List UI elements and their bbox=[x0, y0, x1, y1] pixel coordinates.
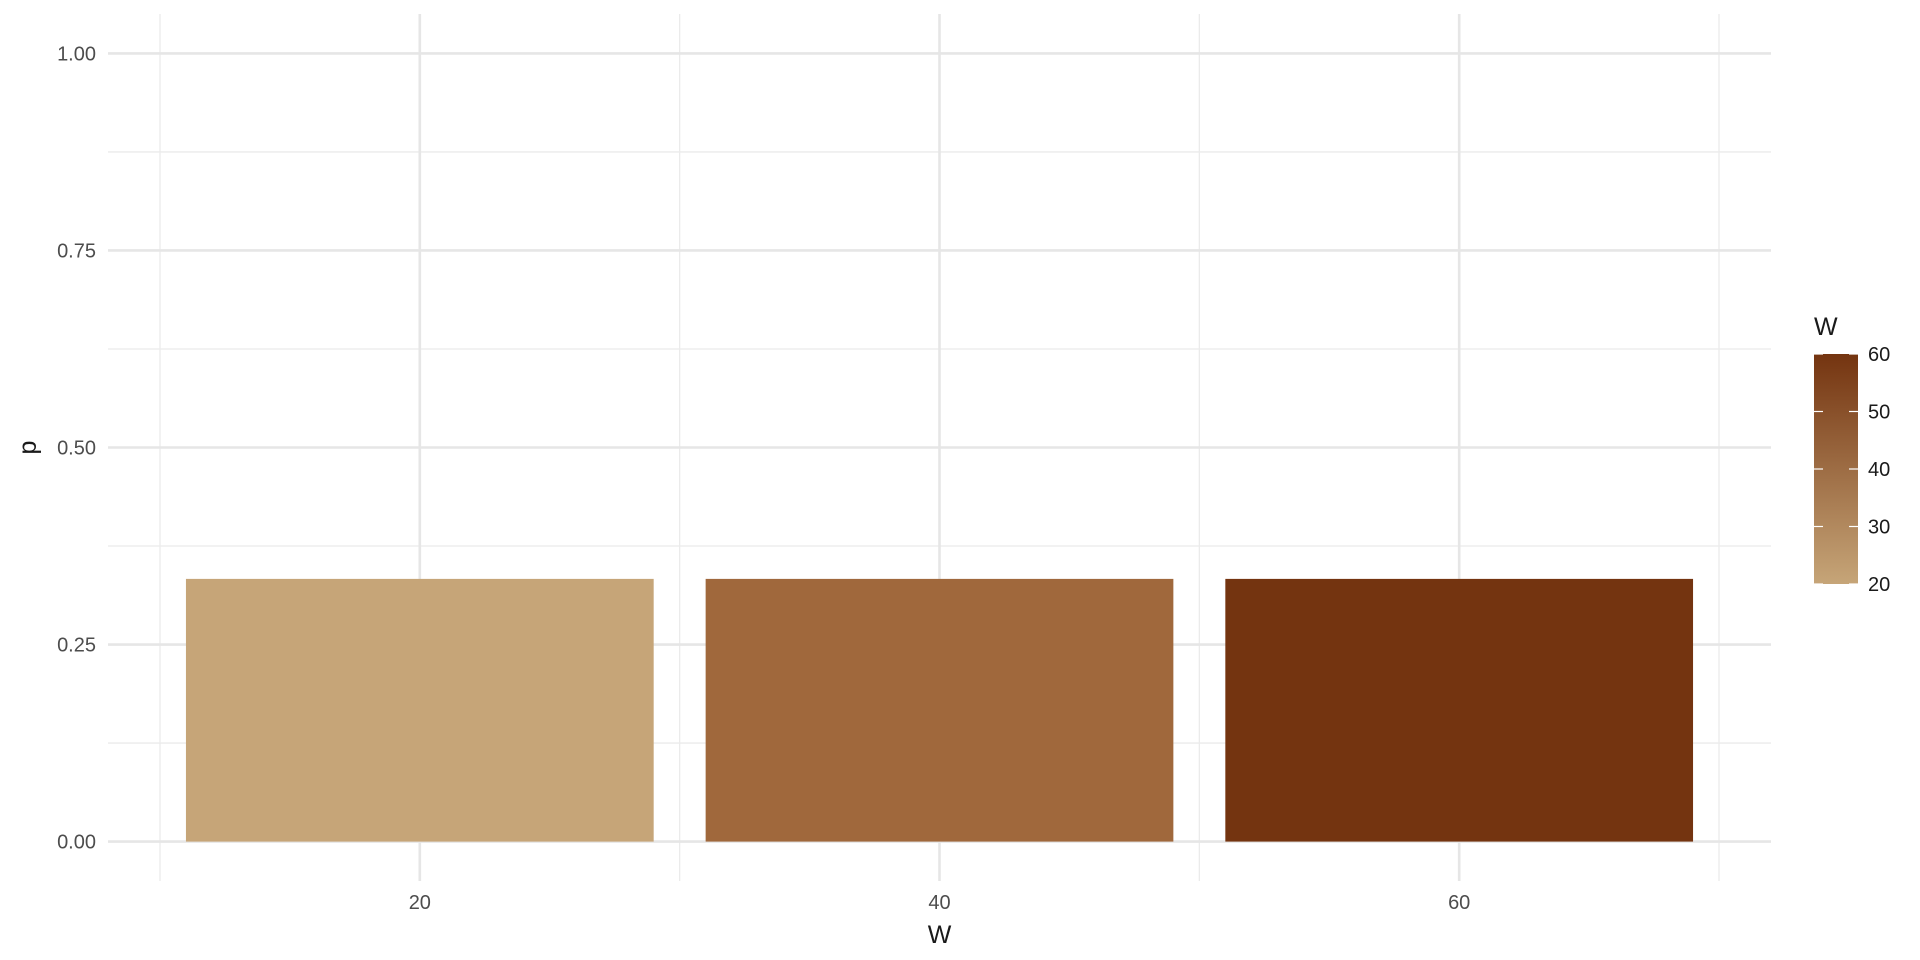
y-axis-tick-labels: 0.00 0.25 0.50 0.75 1.00 bbox=[57, 43, 96, 853]
y-tick-label-1: 0.25 bbox=[57, 635, 96, 657]
x-axis-tick-labels: 20 40 60 bbox=[409, 892, 1471, 914]
colorbar-label-1: 30 bbox=[1868, 517, 1890, 539]
x-axis-title: W bbox=[928, 921, 952, 949]
colorbar-legend: W 20 30 40 50 60 bbox=[1814, 313, 1890, 596]
y-axis-title: p bbox=[14, 441, 42, 455]
x-tick-label-0: 20 bbox=[409, 892, 431, 914]
legend-title: W bbox=[1814, 313, 1838, 341]
colorbar-label-4: 60 bbox=[1868, 344, 1890, 366]
colorbar-label-0: 20 bbox=[1868, 574, 1890, 596]
colorbar-ticks: 20 30 40 50 60 bbox=[1814, 344, 1890, 596]
bar-40 bbox=[705, 578, 1174, 842]
y-tick-label-3: 0.75 bbox=[57, 240, 96, 262]
bar-60 bbox=[1225, 578, 1694, 842]
bars bbox=[185, 578, 1694, 842]
bar-20 bbox=[185, 578, 654, 842]
colorbar-label-2: 40 bbox=[1868, 459, 1890, 481]
x-tick-label-1: 40 bbox=[928, 892, 950, 914]
y-tick-label-4: 1.00 bbox=[57, 43, 96, 65]
x-tick-label-2: 60 bbox=[1448, 892, 1470, 914]
colorbar-label-3: 50 bbox=[1868, 402, 1890, 424]
y-tick-label-0: 0.00 bbox=[57, 832, 96, 854]
y-tick-label-2: 0.50 bbox=[57, 438, 96, 460]
